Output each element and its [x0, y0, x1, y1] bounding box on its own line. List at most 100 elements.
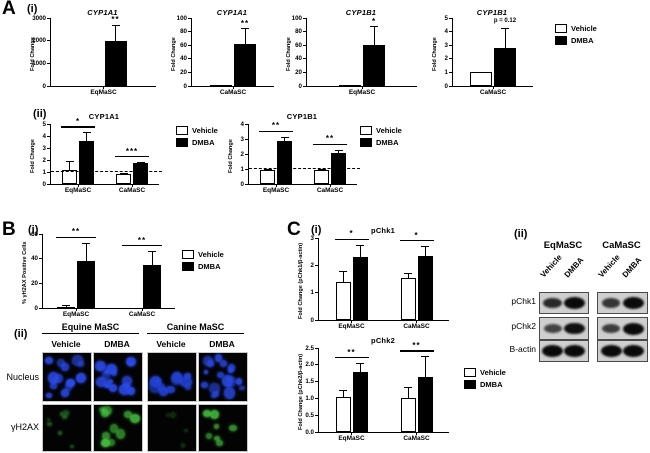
protein-band	[600, 345, 622, 357]
micrograph-row-nucleus: Nucleus	[6, 372, 39, 382]
gh2ax-blob	[203, 410, 212, 418]
nucleus-blob	[238, 385, 245, 391]
nucleus-blob	[171, 373, 183, 386]
nucleus-blob	[220, 360, 228, 368]
y-tick-label: 2	[310, 261, 314, 269]
nucleus-blob	[206, 359, 214, 368]
error-bar-cap	[421, 246, 429, 248]
error-bar-cap	[404, 386, 412, 388]
plot-area: 0 1000 2000 3000 EqMaSC **	[32, 15, 156, 96]
gh2ax-blob	[213, 436, 220, 442]
legend-dmba-row: DMBA	[176, 138, 218, 147]
y-tick	[245, 138, 249, 140]
dmba-bar	[234, 43, 256, 86]
blot-pchk1-eqmasc	[539, 292, 589, 314]
nucleus-blob	[158, 387, 168, 396]
error-bar	[284, 136, 285, 141]
micrograph-group-header-equine: Equine MaSC	[42, 322, 139, 334]
error-bar	[407, 272, 409, 278]
y-axis-label: Fold Change (pChk1/β-actin)	[298, 242, 304, 320]
vehicle-bar	[116, 174, 131, 184]
y-tick	[39, 233, 43, 235]
y-tick-label: 3	[444, 41, 448, 49]
nucleus-blob	[61, 389, 70, 398]
y-tick	[303, 85, 307, 87]
nucleus-blob	[155, 377, 161, 385]
y-tick	[47, 159, 51, 161]
y-tick	[245, 153, 249, 155]
y-tick	[188, 85, 192, 87]
y-tick	[47, 85, 51, 87]
y-tick	[303, 58, 307, 60]
error-bar-cap	[148, 251, 156, 253]
vehicle-bar	[470, 72, 492, 86]
chart-title: CYP1B1	[286, 112, 318, 121]
y-tick-label: 0	[42, 82, 46, 90]
dmba-bar	[79, 140, 94, 184]
lane-label-vehicle-ca: Vehicle	[596, 252, 622, 280]
error-bar	[86, 132, 87, 141]
gh2ax-blob	[110, 424, 118, 433]
gh2ax-blob	[215, 439, 223, 447]
y-tick	[449, 44, 453, 46]
nucleus-blob	[71, 355, 84, 366]
vehicle-label: Vehicle	[376, 126, 402, 135]
chart-title: CYP1B1	[476, 8, 508, 17]
plot-area: 0 1 2 3 EqMaSC CaMaSC * *	[311, 229, 449, 330]
nucleus-blob	[47, 371, 60, 385]
gh2ax-blob	[170, 412, 177, 418]
significance-label: *	[371, 16, 377, 26]
error-bar-cap	[136, 162, 145, 164]
nucleus-blob	[165, 385, 175, 393]
dmba-bar	[77, 261, 95, 308]
gh2ax-blob	[63, 410, 69, 415]
vehicle-swatch	[182, 250, 194, 259]
x-category-label: EqMaSC	[64, 187, 92, 194]
y-tick	[39, 307, 43, 309]
nucleus-blob	[96, 377, 107, 387]
gh2ax-blob	[70, 445, 75, 449]
protein-band	[602, 323, 621, 334]
plot-area: 0 1 2 3 4 EqMaSC CaMaSC ** **	[241, 121, 360, 194]
y-tick-label: 80	[295, 28, 302, 36]
micrograph-col-dmba-eq: DMBA	[104, 339, 130, 349]
gh2ax-blob	[59, 412, 63, 416]
vehicle-bar	[335, 396, 351, 432]
nucleus-blob	[209, 382, 220, 395]
vehicle-label: Vehicle	[192, 126, 218, 135]
x-category-label: CaMaSC	[219, 89, 247, 96]
protein-band	[564, 322, 585, 335]
protein-band	[544, 323, 562, 334]
vehicle-swatch	[464, 368, 476, 377]
reference-dashed-line	[51, 171, 162, 172]
dmba-bar	[417, 376, 433, 432]
gh2ax-blob	[124, 410, 133, 419]
protein-band	[542, 345, 564, 357]
x-category-label: EqMaSC	[338, 323, 365, 330]
vehicle-bar	[339, 84, 361, 87]
blot-bactin-eqmasc	[539, 340, 589, 362]
y-tick-label: 1000	[32, 59, 46, 67]
y-tick-label: 20	[180, 68, 187, 76]
error-bar-cap	[356, 363, 364, 365]
significance-line	[61, 126, 95, 128]
y-tick-label: 5	[42, 120, 46, 128]
x-category-label: EqMaSC	[338, 435, 365, 442]
error-bar	[342, 390, 344, 397]
gh2ax-blob	[101, 438, 111, 448]
significance-label: **	[412, 340, 421, 350]
error-bar	[359, 363, 361, 372]
nucleus-blob	[101, 371, 111, 379]
x-tick	[275, 184, 277, 187]
protein-band	[564, 297, 586, 309]
significance-line	[259, 130, 293, 132]
panel-c-label: C	[287, 219, 301, 240]
y-tick	[188, 17, 192, 19]
error-bar-cap	[65, 160, 74, 162]
legend-panel-a-i: Vehicle DMBA	[555, 24, 597, 48]
gh2ax-blob	[62, 411, 70, 418]
significance-line	[399, 350, 434, 352]
x-tick	[232, 86, 234, 89]
nucleus-blob	[104, 382, 111, 389]
micrograph-gh2ax-canine-vehicle	[147, 404, 197, 452]
